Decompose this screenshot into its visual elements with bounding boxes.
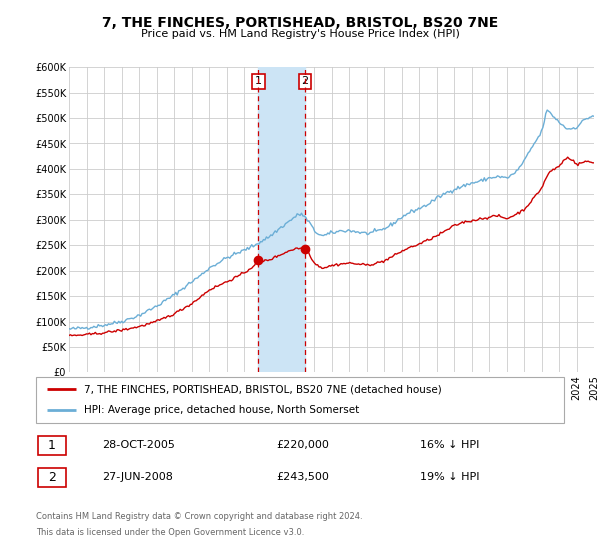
Text: 28-OCT-2005: 28-OCT-2005 (102, 440, 175, 450)
Text: 2: 2 (301, 76, 308, 86)
FancyBboxPatch shape (36, 377, 564, 423)
Bar (259, 67, 305, 372)
Text: 1: 1 (47, 438, 56, 452)
Text: Contains HM Land Registry data © Crown copyright and database right 2024.: Contains HM Land Registry data © Crown c… (36, 512, 362, 521)
Text: HPI: Average price, detached house, North Somerset: HPI: Average price, detached house, Nort… (83, 405, 359, 416)
Text: 2: 2 (47, 470, 56, 484)
Text: This data is licensed under the Open Government Licence v3.0.: This data is licensed under the Open Gov… (36, 528, 304, 536)
Text: £220,000: £220,000 (276, 440, 329, 450)
Text: 16% ↓ HPI: 16% ↓ HPI (420, 440, 479, 450)
FancyBboxPatch shape (38, 468, 65, 487)
Text: 1: 1 (255, 76, 262, 86)
Text: 7, THE FINCHES, PORTISHEAD, BRISTOL, BS20 7NE (detached house): 7, THE FINCHES, PORTISHEAD, BRISTOL, BS2… (83, 384, 441, 394)
FancyBboxPatch shape (38, 436, 65, 455)
Text: Price paid vs. HM Land Registry's House Price Index (HPI): Price paid vs. HM Land Registry's House … (140, 29, 460, 39)
Text: £243,500: £243,500 (276, 472, 329, 482)
Text: 19% ↓ HPI: 19% ↓ HPI (420, 472, 479, 482)
Text: 27-JUN-2008: 27-JUN-2008 (102, 472, 173, 482)
Text: 7, THE FINCHES, PORTISHEAD, BRISTOL, BS20 7NE: 7, THE FINCHES, PORTISHEAD, BRISTOL, BS2… (102, 16, 498, 30)
